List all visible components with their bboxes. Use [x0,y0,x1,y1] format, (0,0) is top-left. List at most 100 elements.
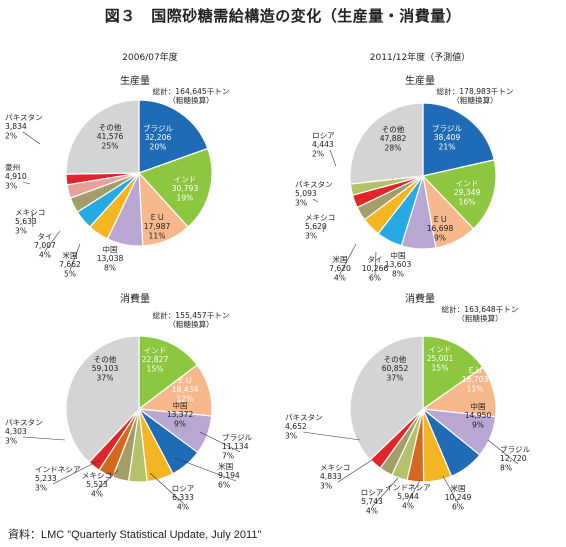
leader-line [374,251,377,275]
slice-label-line: 2% [312,149,324,158]
slice-label-line: 38,409 [434,133,461,142]
slice-label: 中国 13,372 9% [167,400,194,428]
slice-label: ブラジル 11,134 7% [222,432,253,460]
slice-label-line: 12% [177,394,194,403]
slice-label-line: 37% [387,373,404,382]
slice-label-line: ロシア [361,488,384,497]
slice-label-line: 15% [432,363,449,372]
chart-total-line: 総計：164,645千トン [153,86,230,96]
slice-label: メキシコ 4,833 3% [320,463,350,490]
pie-slice [422,335,484,411]
slice-label-line: 6,333 [172,493,194,502]
slice-label-line: 18,434 [172,385,199,394]
slice-label: インド 25,001 15% [427,345,454,372]
pie-slice [138,99,209,174]
slice-label-line: 5,743 [361,497,383,506]
slice-label-line: インド [144,346,167,355]
slice-label: パキスタン 5,093 3% [295,180,333,207]
pie-slice [422,102,495,177]
slice-label-line: 3,834 [5,122,27,131]
slice-label-line: 16,698 [427,224,454,233]
slice-label-line: 28% [385,143,402,152]
leader-line [22,181,31,185]
slice-label: 米国 10,249 6% [445,483,472,511]
slice-label-line: パキスタン [295,180,333,189]
leader-line [302,431,361,441]
slice-label-line: 20% [150,142,167,151]
slice-label-line: 9% [472,420,484,429]
slice-label-line: 4,833 [320,472,342,481]
leader-line [337,459,373,483]
slice-label: インドネシア 5,233 3% [35,465,81,492]
slice-label-line: インド [456,179,479,188]
leader-line [407,479,421,503]
slice-label-line: 13,603 [385,260,412,269]
slice-label-line: 米国 [218,461,233,471]
slice-label-line: 19% [177,193,194,202]
slice-label-line: 7,007 [34,241,56,250]
slice-label: ロシア 5,743 4% [361,488,384,515]
slice-label-line: 5,620 [305,222,327,231]
slice-label-line: パキスタン [5,113,43,122]
slice-label-line: 15% [147,364,164,373]
chart-total: 総計：178,983千トン（粗糖換算） [437,86,514,105]
slice-label-line: 4% [334,273,346,282]
slice-label-line: 6% [369,273,381,282]
slice-label-line: 3% [15,226,27,235]
slice-label: インド 29,349 16% [454,179,481,206]
chart-title: 生産量 [405,74,435,87]
slice-label-line: 4,443 [312,140,334,149]
slice-label-line: メキシコ [15,208,45,217]
pie-slice [421,159,497,230]
chart-title: 消費量 [120,292,150,305]
slice-label: パキスタン 4,303 3% [5,418,43,445]
slice-label-line: 37% [97,373,114,382]
pie-slice [65,99,140,175]
slice-label-line: 5,944 [397,492,419,501]
slice-label-line: その他 [382,124,405,134]
leader-line [149,472,184,504]
slice-label-line: メキシコ [320,463,350,472]
slice-label-line: 30,793 [172,184,199,193]
slice-label: インド 30,793 19% [172,175,199,202]
slice-label-line: 22,827 [142,355,169,364]
slice-label: タイ 10,266 6% [362,255,389,282]
chart-total-line: 総計：178,983千トン [437,86,514,96]
chart-total-line: （粗糖換算） [452,95,498,105]
slice-label: ＥＵ 18,434 12% [172,376,199,403]
slice-label: メキシコ 5,620 3% [305,213,335,240]
slice-label-line: 5,523 [86,480,108,489]
slice-label-line: 9% [174,419,186,428]
slice-label-line: 47,882 [380,134,407,143]
slice-label-line: 3% [285,431,297,440]
slice-label: インド 22,827 15% [142,346,169,373]
slice-label-line: 13,372 [167,410,194,419]
slice-label-line: 4,652 [285,422,307,431]
pie-slice [65,335,140,464]
slice-label: 中国 14,950 9% [465,401,492,429]
source-note: 資料：LMC "Quarterly Statistical Update, Ju… [8,529,262,541]
chart-title: 生産量 [120,74,150,87]
slice-label: メキシコ 5,523 4% [82,471,112,498]
leader-line [322,224,326,233]
slice-label-line: 米国 [332,254,347,264]
slice-label-line: 4% [39,250,51,259]
leader-line [44,230,61,252]
slice-label-line: 中国 [172,400,187,410]
slice-label-line: 25% [102,141,119,150]
slice-label-line: 41,576 [97,132,124,141]
leader-line [69,243,81,271]
slice-label-line: 2% [5,131,17,140]
slice-label-line: 米国 [62,250,77,260]
slice-label-line: ブラジル [432,123,463,133]
slice-label-line: ＥＵ [177,376,192,385]
slice-label: ＥＵ 18,703 11% [462,366,489,393]
slice-label-line: 4% [402,501,414,510]
chart-total: 総計：163,648千トン（粗糖換算） [442,304,519,323]
slice-label-line: 25,001 [427,354,454,363]
slice-label: 米国 7,620 4% [329,254,351,282]
slice-label-line: 4% [366,506,378,515]
slice-label-line: 8% [392,269,404,278]
slice-label: ブラジル 38,409 21% [432,123,463,151]
